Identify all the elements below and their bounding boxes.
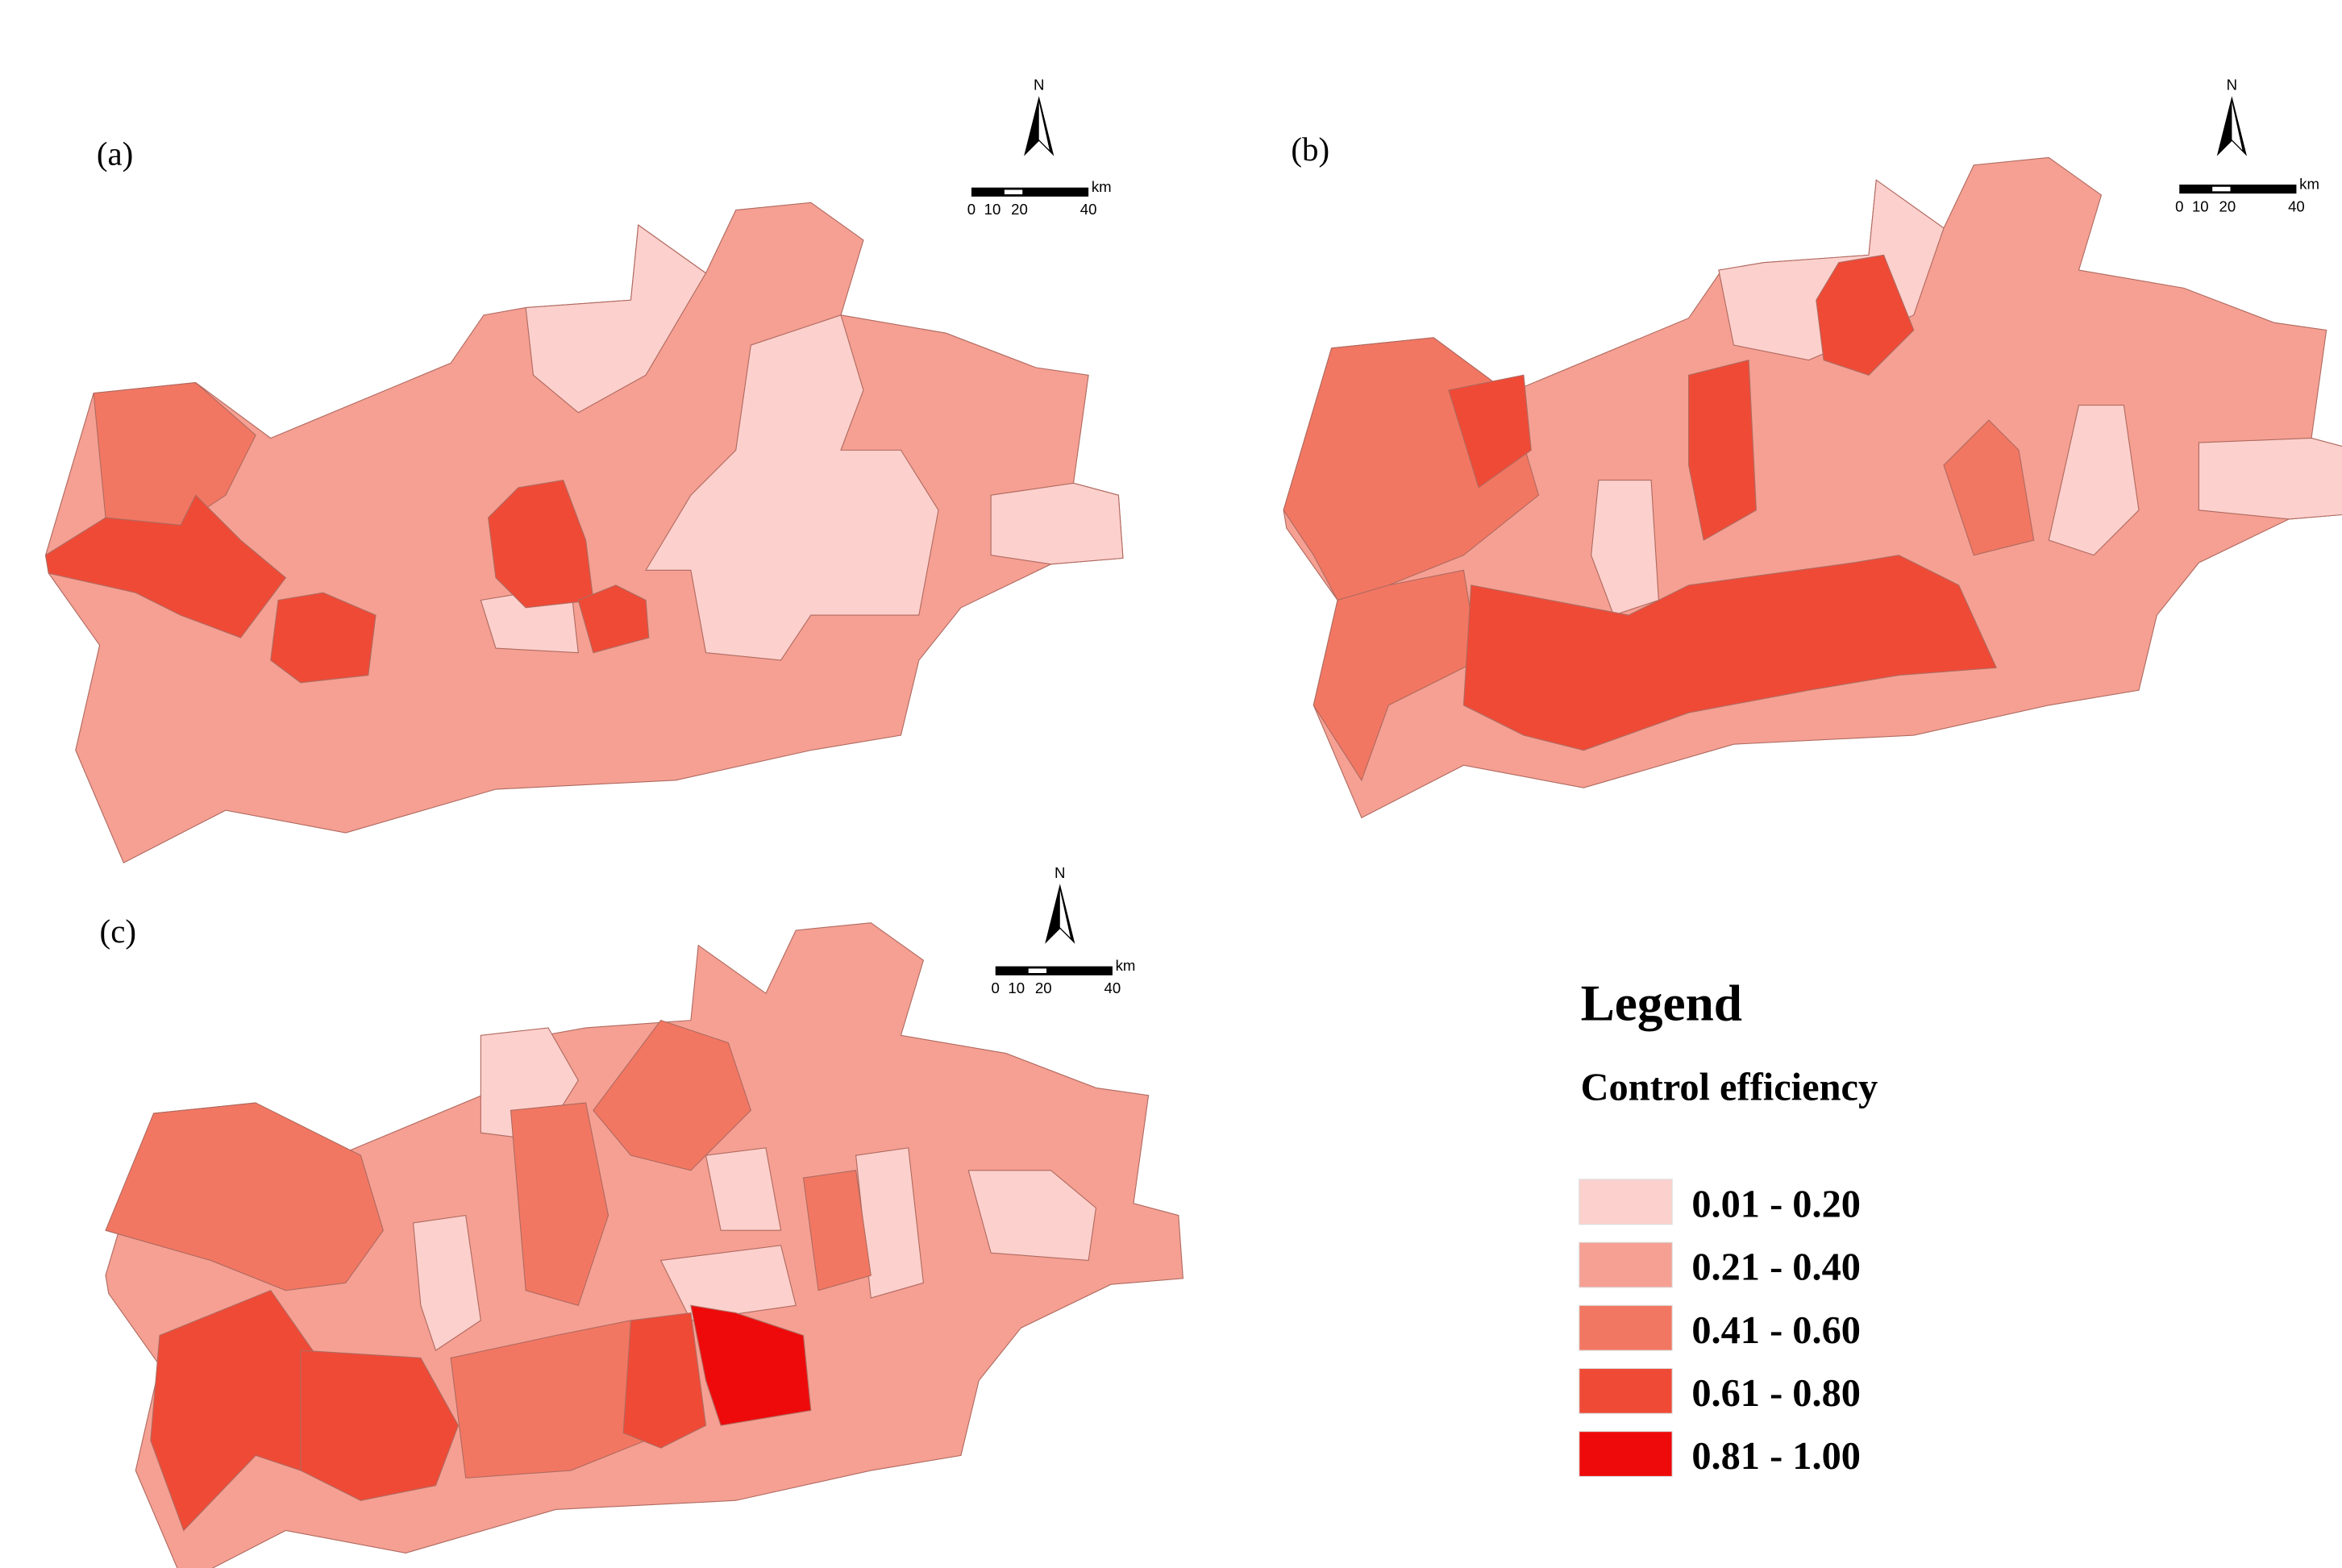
- scale-bar: [2179, 184, 2297, 194]
- legend-label: 0.61 - 0.80: [1691, 1372, 1861, 1415]
- district: [577, 584, 650, 654]
- legend-swatch: [1579, 1179, 1673, 1225]
- district: [1816, 254, 1915, 376]
- scale-tick-label: 0: [992, 979, 1000, 996]
- district: [690, 1304, 812, 1426]
- panel-label: (b): [1291, 131, 1329, 168]
- legend-label: 0.21 - 0.40: [1691, 1246, 1861, 1289]
- scale-unit: km: [1092, 178, 1112, 195]
- district: [659, 1245, 797, 1321]
- scale-tick-label: 20: [1011, 201, 1028, 218]
- district: [990, 482, 1124, 565]
- map-annotations: (a) N 0 10 20 40 km (b) N 0 10 20 40 km (c) N 0 10 20 40 km: [97, 77, 2319, 996]
- north-label: N: [1034, 77, 1044, 94]
- scale-tick-label: 10: [984, 201, 1001, 218]
- district: [1448, 374, 1532, 489]
- panel-label: (c): [100, 913, 136, 950]
- north-label: N: [1055, 864, 1065, 881]
- scale-bar-segment: [1028, 968, 1047, 974]
- district: [105, 1102, 384, 1291]
- district: [1591, 480, 1659, 616]
- district: [150, 1289, 324, 1532]
- district: [645, 314, 939, 661]
- scale-tick-label: 20: [1035, 979, 1052, 996]
- legend-swatch: [1579, 1367, 1673, 1414]
- legend-label: 0.01 - 0.20: [1691, 1183, 1861, 1225]
- scale-tick-label: 40: [1104, 979, 1121, 996]
- district: [300, 1350, 460, 1501]
- legend-subtitle: Control efficiency: [1581, 1066, 1878, 1108]
- legend-swatch: [1579, 1431, 1673, 1478]
- district: [1312, 569, 1479, 782]
- map-panel-b: [1283, 156, 2342, 819]
- map-panel-c: [105, 921, 1184, 1568]
- legend-label: 0.41 - 0.60: [1691, 1309, 1861, 1352]
- scale-unit: km: [1116, 957, 1136, 974]
- panel-label: (a): [97, 136, 133, 173]
- district: [802, 1170, 871, 1291]
- scale-tick-label: 40: [2288, 198, 2305, 214]
- scale-tick-label: 10: [2192, 198, 2209, 214]
- district: [488, 479, 594, 609]
- scale-bar-segment: [2212, 186, 2231, 192]
- scale-tick-label: 20: [2219, 198, 2236, 214]
- district: [525, 224, 707, 414]
- legend-title: Legend: [1581, 975, 1742, 1032]
- legend: Legend Control efficiency 0.01 - 0.20 0.2…: [1579, 975, 1878, 1478]
- legend-label: 0.81 - 1.00: [1691, 1435, 1861, 1478]
- district: [44, 494, 287, 638]
- map-panel-a: [44, 202, 1124, 864]
- district: [1943, 419, 2035, 556]
- legend-swatch: [1579, 1304, 1673, 1351]
- legend-swatch: [1579, 1242, 1673, 1288]
- scale-unit: km: [2299, 176, 2319, 193]
- district: [967, 1170, 1097, 1262]
- district: [270, 592, 376, 684]
- district: [1462, 555, 1998, 751]
- scale-tick-label: 40: [1080, 201, 1097, 218]
- district: [1688, 359, 1757, 541]
- scale-bar: [995, 966, 1113, 975]
- district: [2198, 437, 2342, 520]
- scale-tick-label: 0: [967, 201, 975, 218]
- scale-tick-label: 0: [2175, 198, 2183, 214]
- north-label: N: [2227, 77, 2237, 94]
- district: [622, 1312, 707, 1449]
- district: [705, 1147, 782, 1231]
- district: [510, 1102, 609, 1306]
- north-arrow-half: [2232, 102, 2243, 151]
- scale-tick-label: 10: [1008, 979, 1025, 996]
- district: [593, 1019, 751, 1171]
- scale-bar: [971, 187, 1089, 197]
- district: [412, 1214, 481, 1351]
- district: [2048, 404, 2140, 556]
- scale-bar-segment: [1004, 189, 1023, 195]
